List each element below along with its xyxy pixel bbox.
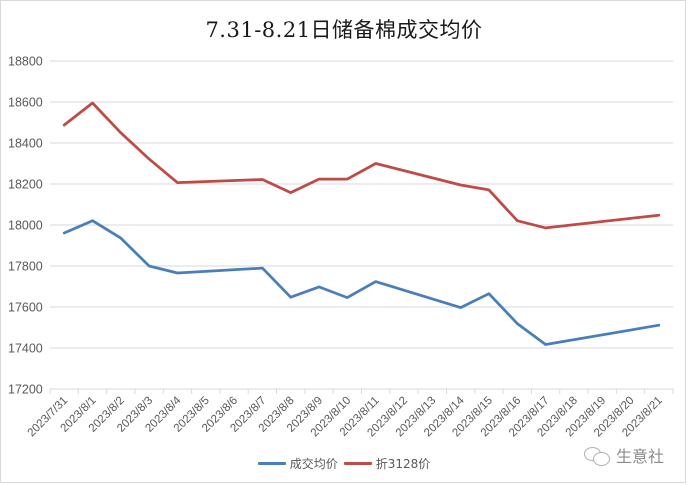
legend-item-3128-price: 折3128价 <box>343 455 431 472</box>
legend-swatch-red <box>343 462 372 465</box>
x-axis: 2023/7/312023/8/12023/8/22023/8/32023/8/… <box>26 389 674 439</box>
series-line-1 <box>62 101 661 230</box>
y-tick-label: 17800 <box>8 260 43 274</box>
chart-title: 7.31-8.21日储备棉成交均价 <box>205 18 483 42</box>
legend-item-avg-price: 成交均价 <box>257 455 338 472</box>
legend-label: 折3128价 <box>375 457 431 471</box>
y-axis-labels: 17200 17400 17600 17800 18000 18200 18400 18600… <box>8 55 43 397</box>
y-tick-label: 18000 <box>8 219 43 233</box>
y-tick-label: 18800 <box>8 55 43 69</box>
watermark-text: 生意社 <box>616 447 665 466</box>
legend-swatch-blue <box>257 462 286 465</box>
y-tick-label: 17400 <box>8 342 43 356</box>
y-tick-label: 18400 <box>8 137 43 151</box>
series-lines <box>62 101 661 346</box>
watermark: 生意社 <box>584 443 664 467</box>
y-tick-label: 18200 <box>8 178 43 192</box>
y-tick-label: 18600 <box>8 96 43 110</box>
wechat-icon <box>584 445 610 466</box>
legend-label: 成交均价 <box>289 457 338 471</box>
series-line-0 <box>62 219 661 346</box>
y-tick-label: 17600 <box>8 301 43 315</box>
gridlines <box>50 60 673 390</box>
y-tick-label: 17200 <box>8 383 43 397</box>
legend: 成交均价 折3128价 <box>0 455 688 472</box>
